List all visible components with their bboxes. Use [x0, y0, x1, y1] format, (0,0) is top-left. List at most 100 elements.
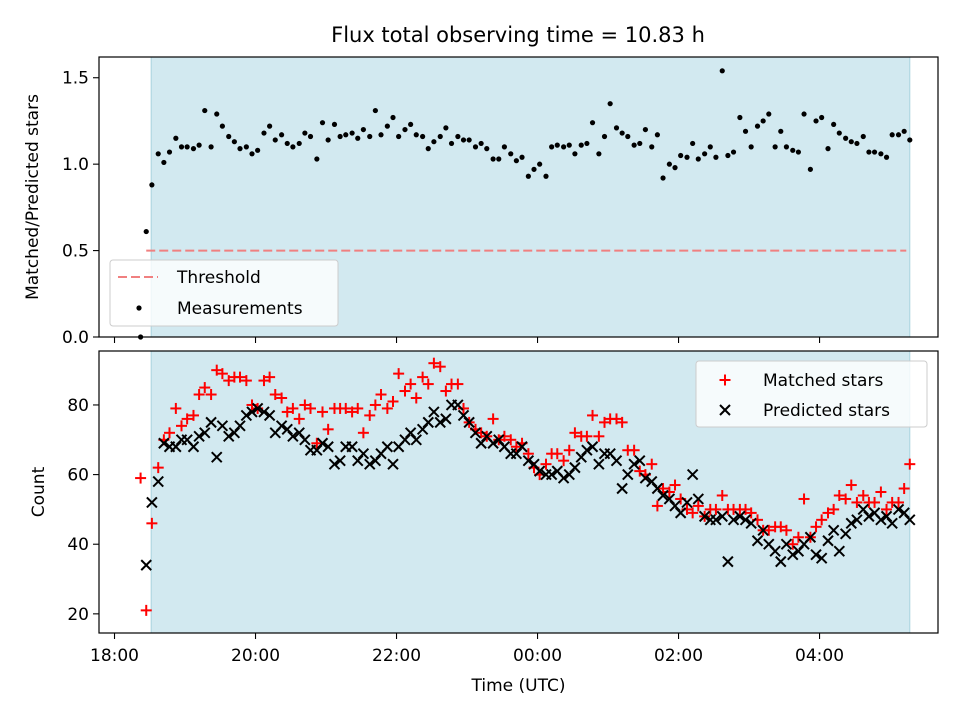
ratio-y-label: Matched/Predicted stars — [23, 94, 43, 300]
ratio-y-tick-label: 0.5 — [62, 242, 89, 262]
matched-star-marker — [745, 507, 757, 519]
matched-star-marker — [452, 378, 464, 390]
legend-predicted-marker — [719, 404, 731, 416]
matched-star-marker — [810, 521, 822, 533]
measurement-point — [226, 133, 232, 140]
predicted-star-marker — [634, 454, 646, 467]
matched-star-marker — [293, 413, 305, 425]
time-x-tick-label: 18:00 — [90, 646, 139, 666]
predicted-star-marker — [745, 517, 757, 530]
measurement-point — [255, 147, 261, 153]
measurement-point — [678, 152, 684, 159]
matched-star-marker — [311, 437, 323, 449]
measurement-point — [831, 121, 837, 128]
legend-predicted-swatch — [719, 404, 731, 416]
predicted-star-marker — [593, 458, 605, 470]
measurement-point — [267, 123, 273, 129]
predicted-star-marker — [263, 409, 276, 422]
matched-star-marker — [881, 503, 893, 515]
ratio-y-axis: 0.0 0.5 1.0 1.5 — [62, 69, 99, 348]
measurement-point — [272, 137, 278, 143]
matched-star-marker — [716, 489, 728, 501]
predicted-star-marker — [810, 548, 822, 561]
predicted-star-marker — [639, 472, 652, 484]
predicted-star-marker — [410, 434, 422, 446]
predicted-star-marker — [722, 555, 734, 568]
predicted-star-marker — [710, 514, 722, 526]
measurement-point — [637, 140, 643, 147]
measurement-point — [889, 132, 895, 138]
measurement-point — [513, 158, 519, 164]
measurement-point — [613, 125, 620, 131]
predicted-star-marker — [234, 420, 246, 432]
measurement-point — [413, 132, 419, 138]
time-x-label: Time (UTC) — [471, 676, 566, 696]
predicted-star-marker — [727, 514, 740, 526]
measurement-point — [290, 144, 296, 150]
measurement-point — [184, 144, 190, 150]
ratio-x-ticks — [113, 337, 821, 343]
matched-star-marker — [264, 371, 276, 383]
matched-star-marker — [740, 503, 752, 515]
measurement-point — [508, 151, 514, 157]
measurement-point — [578, 142, 584, 148]
matched-star-marker — [458, 402, 470, 414]
matched-star-marker — [581, 430, 593, 442]
matched-star-marker — [787, 538, 799, 550]
predicted-star-marker — [886, 517, 898, 530]
matched-star-marker — [475, 427, 487, 439]
matched-star-marker — [211, 364, 223, 376]
measurement-point — [178, 144, 185, 150]
measurement-point — [695, 156, 701, 162]
matched-star-marker — [422, 378, 434, 390]
measurement-point — [319, 120, 326, 126]
predicted-star-marker — [199, 427, 211, 439]
matched-star-marker — [387, 395, 399, 407]
predicted-star-marker — [692, 493, 704, 505]
ratio-y-tick-label: 1.0 — [62, 155, 89, 175]
predicted-star-marker — [581, 444, 593, 456]
measurement-point — [783, 144, 790, 150]
matched-star-marker — [269, 389, 281, 401]
measurement-point — [854, 140, 860, 147]
measurement-point — [730, 149, 737, 155]
matched-star-marker — [510, 441, 522, 453]
measurement-point — [589, 120, 596, 126]
matched-star-marker — [551, 448, 563, 460]
measurement-point — [531, 166, 537, 172]
matched-star-marker — [135, 472, 147, 484]
matched-star-marker — [792, 531, 804, 543]
measurement-point — [707, 144, 713, 150]
predicted-star-marker — [487, 437, 499, 449]
measurement-point — [337, 133, 343, 140]
measurement-point — [554, 142, 560, 148]
predicted-star-marker — [334, 454, 346, 467]
predicted-star-marker — [545, 468, 558, 481]
predicted-star-marker — [757, 524, 769, 537]
measurement-point — [296, 140, 302, 147]
measurement-point — [649, 144, 655, 150]
predicted-star-marker — [616, 482, 628, 495]
matched-star-marker — [181, 413, 193, 425]
measurement-point — [883, 154, 890, 160]
matched-star-marker — [276, 392, 288, 404]
matched-star-marker — [346, 406, 358, 418]
measurement-point — [402, 126, 408, 133]
count-y-tick-label: 80 — [67, 396, 89, 416]
measurement-point — [607, 101, 613, 107]
measurement-point — [760, 118, 766, 124]
predicted-star-marker — [469, 427, 482, 439]
measurement-point — [408, 121, 414, 128]
measurement-point — [866, 149, 872, 155]
predicted-star-marker — [833, 545, 846, 557]
matched-star-marker — [775, 521, 787, 533]
predicted-star-marker — [686, 468, 699, 481]
measurement-point — [190, 146, 197, 152]
measurement-point — [813, 118, 819, 124]
predicted-star-marker — [205, 416, 217, 429]
matched-star-marker — [616, 416, 628, 428]
matched-star-marker — [904, 458, 916, 470]
count-y-axis: 20 40 60 80 — [67, 396, 99, 625]
predicted-star-marker — [769, 545, 781, 557]
